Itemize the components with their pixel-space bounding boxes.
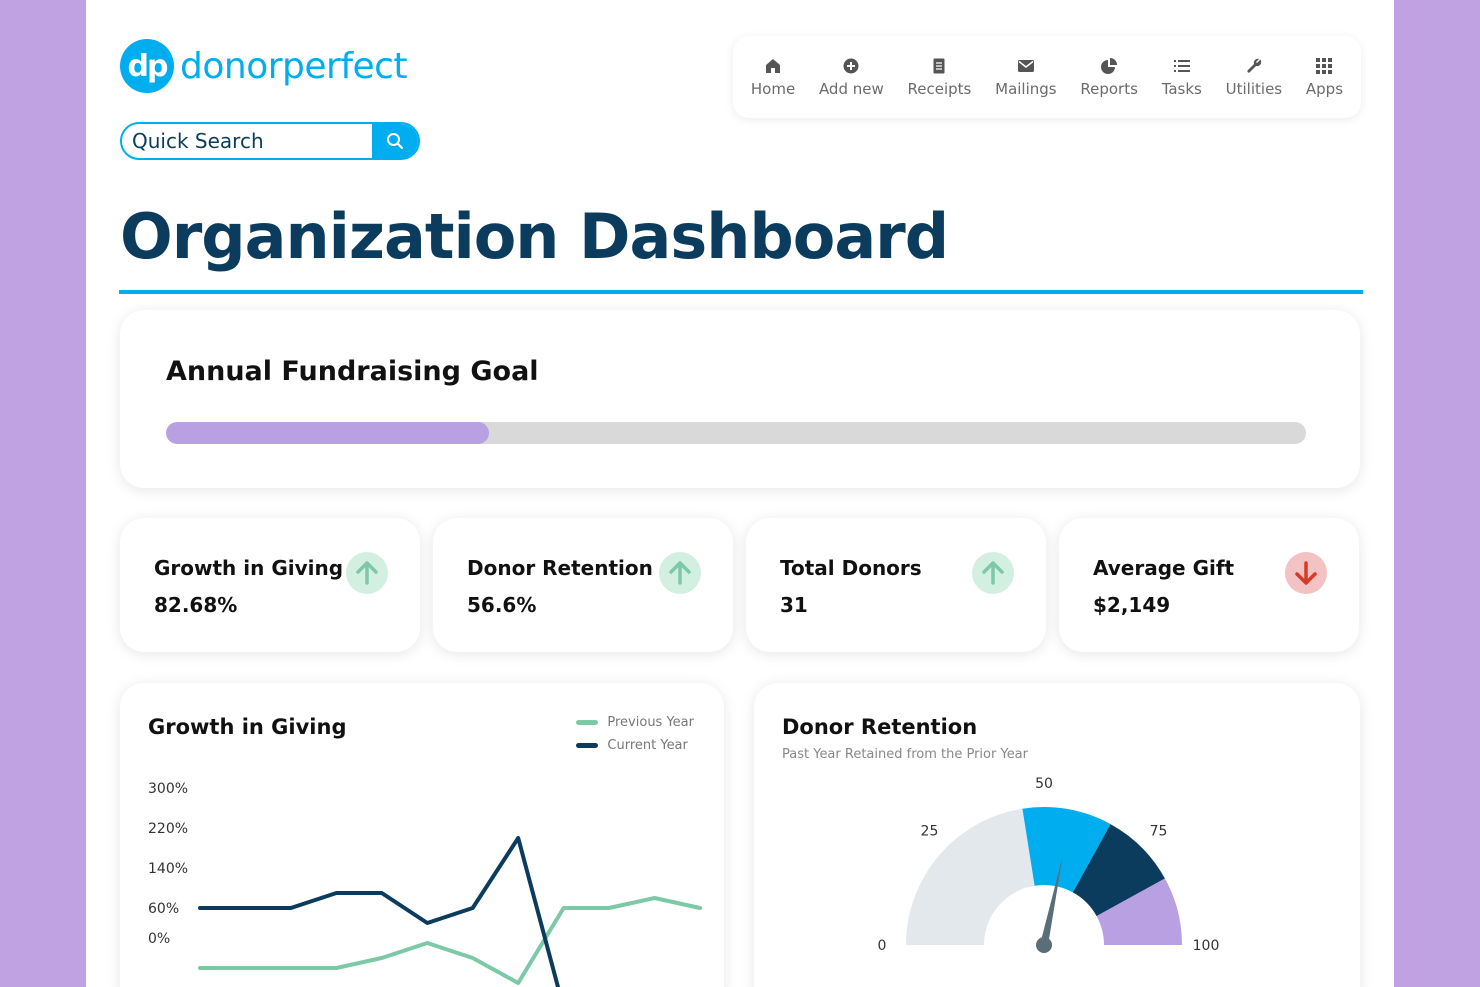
y-tick-label: 300% [148, 781, 188, 797]
kpi-value: 56.6% [467, 593, 537, 617]
legend-item-current-year[interactable]: Current Year [576, 734, 694, 757]
series-line-current-year[interactable] [198, 836, 564, 987]
chart-title: Growth in Giving [148, 715, 347, 739]
logo[interactable]: dp donorperfect [120, 38, 408, 94]
kpi-value: 31 [780, 593, 808, 617]
legend-item-previous-year[interactable]: Previous Year [576, 711, 694, 734]
y-tick-label: 140% [148, 861, 188, 877]
receipt-icon [933, 58, 945, 74]
growth-line-chart: 300% 220% 140% 60% 0% [148, 781, 702, 987]
nav-home[interactable]: Home [751, 56, 795, 98]
arrow-up-icon [982, 561, 1004, 585]
nav-label: Tasks [1161, 80, 1202, 98]
legend-label: Previous Year [607, 715, 694, 730]
home-icon [766, 59, 781, 73]
top-nav: Home Add new Receipts Mailings Reports T… [733, 36, 1361, 118]
quick-search [120, 122, 420, 160]
trend-up-badge [972, 552, 1014, 594]
kpi-value: $2,149 [1093, 593, 1171, 617]
fundraising-goal-card: Annual Fundraising Goal [120, 310, 1360, 488]
gauge-tick-label: 25 [921, 823, 939, 839]
nav-reports[interactable]: Reports [1080, 56, 1138, 98]
nav-label: Reports [1080, 80, 1138, 98]
grid-icon [1316, 58, 1333, 74]
kpi-card-donor-retention[interactable]: Donor Retention 56.6% [433, 518, 733, 652]
legend-swatch [576, 743, 599, 748]
search-button[interactable] [372, 124, 418, 158]
kpi-card-total-donors[interactable]: Total Donors 31 [746, 518, 1046, 652]
gauge-tick-label: 0 [878, 938, 887, 954]
trend-up-badge [346, 552, 388, 594]
nav-mailings[interactable]: Mailings [995, 56, 1057, 98]
y-tick-label: 220% [148, 821, 188, 837]
plus-circle-icon [843, 58, 859, 74]
logo-mark: dp [120, 39, 174, 93]
goal-progress-fill [166, 422, 489, 444]
pie-chart-icon [1101, 58, 1118, 74]
nav-label: Receipts [907, 80, 972, 98]
gauge-band [1096, 878, 1182, 945]
arrow-down-icon [1295, 561, 1317, 585]
retention-gauge: 0 25 50 75 100 [878, 776, 1220, 954]
nav-label: Apps [1305, 80, 1344, 98]
donor-retention-chart-card: Donor Retention Past Year Retained from … [754, 683, 1360, 987]
arrow-up-icon [669, 561, 691, 585]
list-icon [1173, 60, 1190, 72]
wrench-icon [1247, 58, 1262, 73]
legend-swatch [576, 720, 599, 725]
dashboard-page: dp donorperfect Home Add new Receipts Ma… [86, 0, 1394, 987]
nav-label: Add new [818, 80, 884, 98]
gauge-tick-label: 75 [1150, 823, 1168, 839]
gauge-needle-hub [1036, 937, 1052, 953]
page-title: Organization Dashboard [120, 200, 949, 273]
logo-text: donorperfect [180, 45, 408, 87]
nav-apps[interactable]: Apps [1306, 56, 1343, 98]
search-input[interactable] [122, 124, 372, 158]
goal-title: Annual Fundraising Goal [166, 356, 539, 387]
kpi-card-growth-in-giving[interactable]: Growth in Giving 82.68% [120, 518, 420, 652]
chart-subtitle: Past Year Retained from the Prior Year [782, 747, 1028, 762]
chart-title: Donor Retention [782, 715, 978, 739]
gauge-needle [1040, 856, 1063, 946]
y-tick-label: 60% [148, 901, 179, 917]
gauge-tick-label: 50 [1035, 776, 1053, 792]
nav-utilities[interactable]: Utilities [1226, 56, 1282, 98]
search-icon [387, 133, 404, 150]
nav-label: Mailings [995, 80, 1057, 98]
gauge-tick-label: 100 [1193, 938, 1220, 954]
legend-label: Current Year [607, 738, 688, 753]
gauge-band [906, 808, 1035, 945]
kpi-title: Growth in Giving [154, 556, 344, 580]
envelope-icon [1017, 60, 1034, 72]
series-line-previous-year[interactable] [198, 896, 702, 985]
title-divider [119, 290, 1363, 294]
kpi-title: Average Gift [1093, 556, 1235, 580]
kpi-title: Total Donors [780, 556, 922, 580]
gauge-band [1072, 824, 1165, 917]
goal-progress-bar [166, 422, 1306, 444]
nav-receipts[interactable]: Receipts [907, 56, 972, 98]
y-tick-label: 0% [148, 931, 170, 947]
nav-add-new[interactable]: Add new [819, 56, 884, 98]
nav-tasks[interactable]: Tasks [1162, 56, 1202, 98]
growth-in-giving-chart-card: Growth in Giving Previous Year Current Y… [120, 683, 724, 987]
kpi-title: Donor Retention [467, 556, 653, 580]
chart-legend: Previous Year Current Year [576, 711, 694, 757]
gauge-band [1022, 807, 1111, 893]
kpi-card-average-gift[interactable]: Average Gift $2,149 [1059, 518, 1359, 652]
arrow-up-icon [356, 561, 378, 585]
nav-label: Utilities [1225, 80, 1283, 98]
trend-up-badge [659, 552, 701, 594]
kpi-value: 82.68% [154, 593, 238, 617]
nav-label: Home [750, 80, 796, 98]
trend-down-badge [1285, 552, 1327, 594]
